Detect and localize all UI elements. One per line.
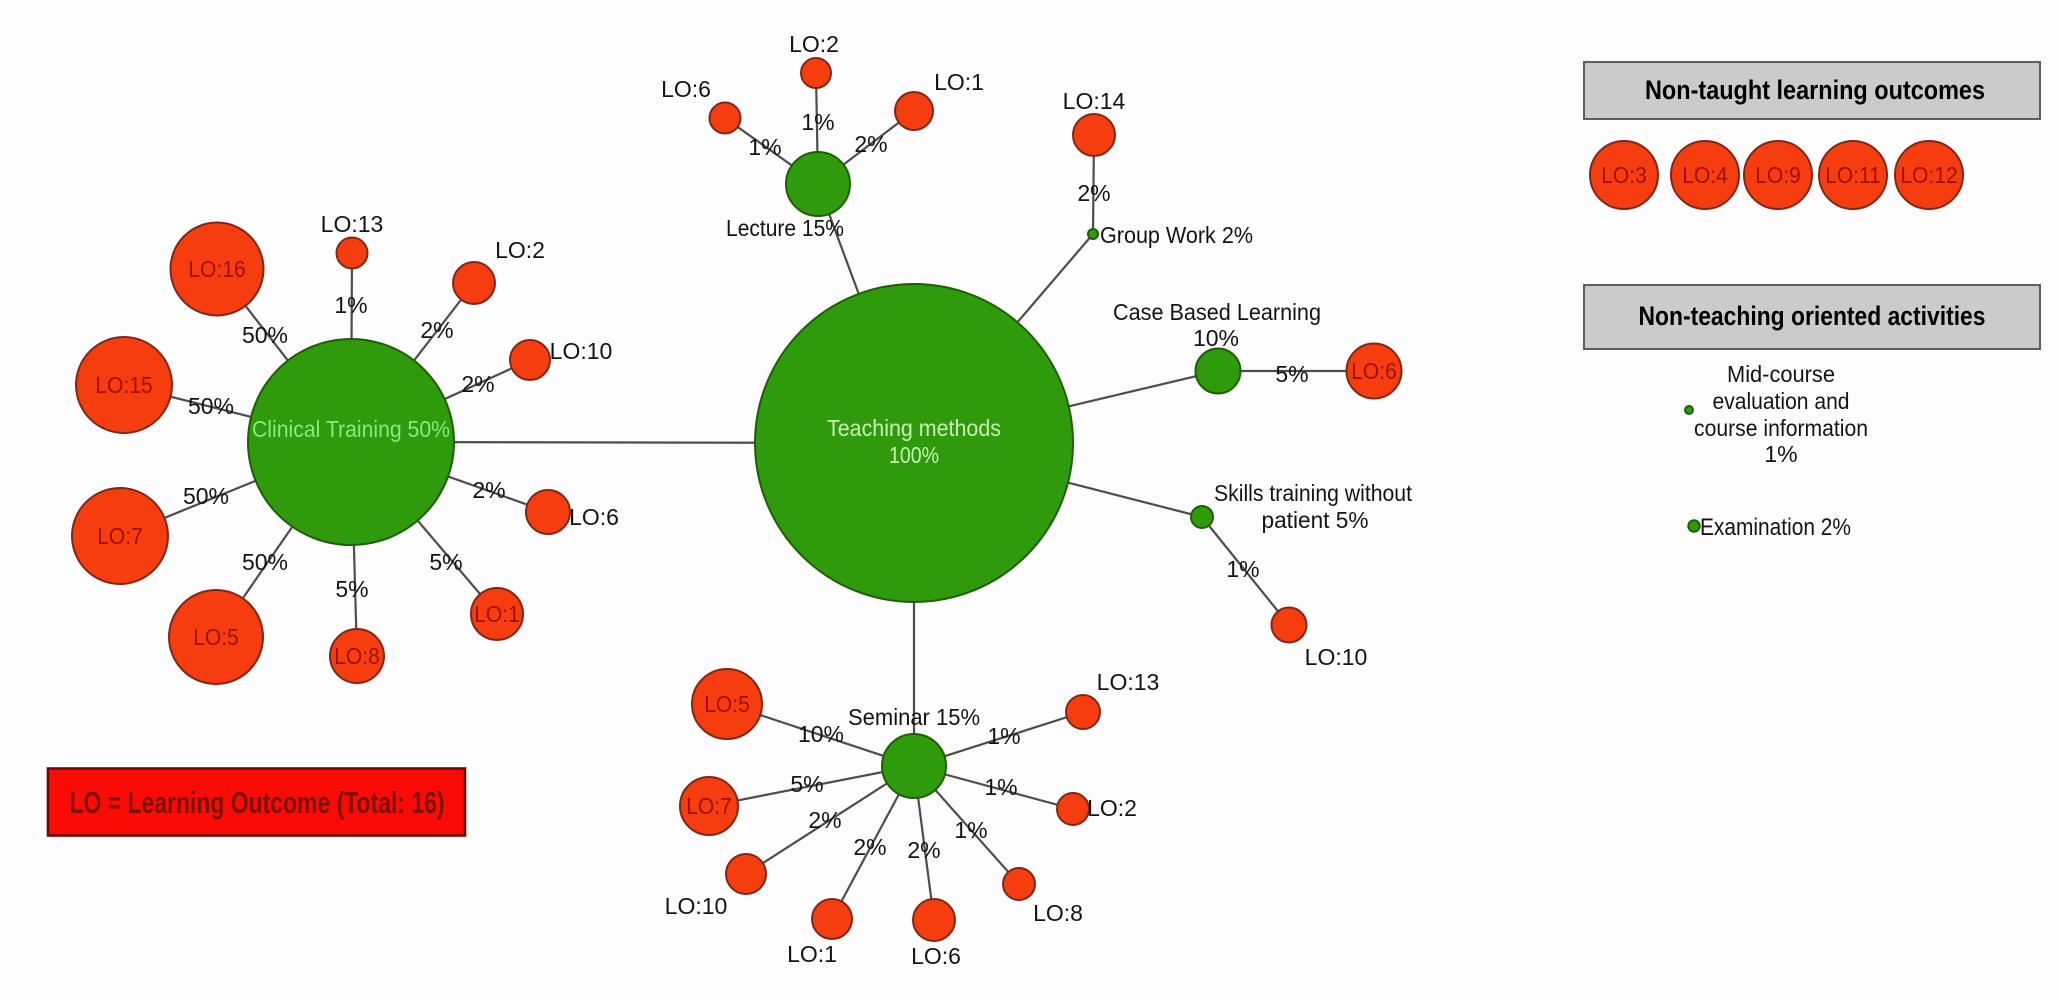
svg-text:5%: 5%: [790, 771, 823, 797]
svg-text:patient 5%: patient 5%: [1262, 507, 1369, 533]
svg-text:2%: 2%: [472, 477, 505, 503]
svg-text:1%: 1%: [987, 723, 1020, 749]
svg-text:LO:16: LO:16: [188, 256, 245, 282]
svg-text:Seminar 15%: Seminar 15%: [848, 704, 980, 730]
svg-text:LO:13: LO:13: [321, 211, 384, 237]
svg-text:LO:4: LO:4: [1682, 162, 1728, 188]
svg-text:LO:13: LO:13: [1097, 669, 1160, 695]
svg-text:LO:2: LO:2: [789, 31, 839, 57]
svg-text:Clinical Training 50%: Clinical Training 50%: [252, 416, 450, 442]
svg-text:5%: 5%: [1275, 361, 1308, 387]
svg-text:1%: 1%: [984, 774, 1017, 800]
svg-text:Mid-course: Mid-course: [1727, 361, 1835, 387]
svg-text:LO:5: LO:5: [193, 624, 239, 650]
svg-text:LO:11: LO:11: [1825, 162, 1881, 188]
svg-text:1%: 1%: [1764, 441, 1797, 467]
svg-text:LO:2: LO:2: [495, 237, 545, 263]
svg-text:LO:8: LO:8: [1033, 900, 1083, 926]
svg-text:Skills training without: Skills training without: [1214, 480, 1413, 506]
svg-text:LO:14: LO:14: [1063, 88, 1126, 114]
svg-text:LO:15: LO:15: [95, 372, 152, 398]
svg-text:2%: 2%: [461, 371, 494, 397]
svg-text:Case Based Learning: Case Based Learning: [1113, 299, 1321, 325]
svg-text:50%: 50%: [242, 322, 288, 348]
svg-text:LO:5: LO:5: [704, 691, 750, 717]
svg-text:2%: 2%: [420, 317, 453, 343]
svg-text:LO = Learning Outcome (Total:: LO = Learning Outcome (Total: 16): [70, 785, 445, 820]
svg-text:Non-teaching oriented activiti: Non-teaching oriented activities: [1639, 301, 1986, 331]
svg-text:5%: 5%: [429, 549, 462, 575]
svg-text:LO:1: LO:1: [934, 69, 984, 95]
svg-text:2%: 2%: [907, 837, 940, 863]
svg-text:10%: 10%: [798, 721, 844, 747]
svg-text:2%: 2%: [854, 131, 887, 157]
svg-text:LO:9: LO:9: [1755, 162, 1801, 188]
svg-text:50%: 50%: [183, 483, 229, 509]
svg-text:LO:3: LO:3: [1601, 162, 1647, 188]
svg-text:LO:7: LO:7: [686, 793, 732, 819]
svg-text:LO:2: LO:2: [1087, 795, 1137, 821]
svg-text:100%: 100%: [889, 442, 939, 468]
svg-text:Non-taught learning outcomes: Non-taught learning outcomes: [1645, 75, 1985, 105]
svg-text:LO:1: LO:1: [787, 941, 837, 967]
svg-text:1%: 1%: [748, 134, 781, 160]
svg-text:evaluation and: evaluation and: [1713, 388, 1850, 414]
svg-text:LO:7: LO:7: [97, 523, 143, 549]
svg-text:Lecture 15%: Lecture 15%: [726, 215, 844, 241]
svg-text:LO:10: LO:10: [550, 338, 613, 364]
svg-text:Group Work 2%: Group Work 2%: [1100, 222, 1253, 248]
svg-text:50%: 50%: [188, 393, 234, 419]
svg-text:LO:1: LO:1: [474, 601, 520, 627]
svg-text:1%: 1%: [1226, 556, 1259, 582]
svg-text:2%: 2%: [1077, 180, 1110, 206]
svg-text:LO:10: LO:10: [665, 893, 728, 919]
svg-text:LO:6: LO:6: [661, 76, 711, 102]
svg-text:LO:12: LO:12: [1900, 162, 1957, 188]
svg-text:LO:6: LO:6: [911, 943, 961, 969]
svg-text:Examination 2%: Examination 2%: [1700, 514, 1851, 541]
svg-text:Teaching methods: Teaching methods: [827, 415, 1001, 441]
svg-text:2%: 2%: [853, 834, 886, 860]
svg-text:5%: 5%: [335, 576, 368, 602]
svg-text:LO:6: LO:6: [569, 504, 619, 530]
svg-text:1%: 1%: [801, 109, 834, 135]
svg-text:LO:10: LO:10: [1305, 644, 1368, 670]
svg-text:LO:8: LO:8: [334, 643, 380, 669]
svg-text:2%: 2%: [808, 807, 841, 833]
svg-text:50%: 50%: [242, 549, 288, 575]
svg-text:1%: 1%: [334, 292, 367, 318]
svg-text:course information: course information: [1694, 415, 1868, 441]
svg-text:LO:6: LO:6: [1351, 358, 1397, 384]
svg-text:10%: 10%: [1193, 325, 1239, 351]
svg-text:1%: 1%: [954, 817, 987, 843]
